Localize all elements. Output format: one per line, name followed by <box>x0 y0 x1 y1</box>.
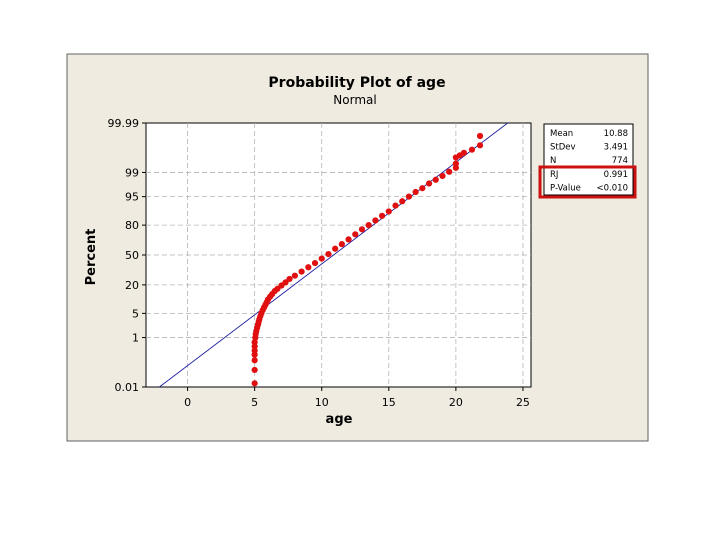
y-tick-label: 99.99 <box>108 117 140 130</box>
y-tick-label: 50 <box>125 249 139 262</box>
x-tick-label: 0 <box>184 396 191 409</box>
chart-subtitle: Normal <box>333 93 376 107</box>
y-tick-label: 0.01 <box>115 381 140 394</box>
y-tick-label: 95 <box>125 191 139 204</box>
data-point <box>291 272 299 279</box>
data-point <box>399 198 406 205</box>
data-point <box>338 241 345 248</box>
y-tick-label: 5 <box>132 307 139 320</box>
stat-value: 3.491 <box>604 143 628 153</box>
y-axis-label: Percent <box>84 229 99 286</box>
data-point <box>352 231 359 238</box>
x-tick-label: 15 <box>382 396 396 409</box>
data-point <box>476 132 484 140</box>
stat-value: 774 <box>612 156 628 166</box>
data-point <box>476 142 484 149</box>
data-point <box>446 168 453 175</box>
chart-title: Probability Plot of age <box>268 75 445 91</box>
data-point <box>311 259 319 267</box>
x-tick-label: 10 <box>315 396 329 409</box>
stats-table-box <box>543 123 634 196</box>
stat-value: <0.010 <box>597 183 628 193</box>
data-point <box>305 264 312 271</box>
data-point <box>358 226 366 233</box>
data-point <box>286 275 293 283</box>
data-point <box>412 188 419 196</box>
y-tick-label: 1 <box>132 332 139 345</box>
y-tick-label: 20 <box>125 279 139 292</box>
stats-table: Mean 10.88 StDev 3.491 N 774 RJ 0.991 P-Value <0.… <box>543 123 634 196</box>
x-tick-label: 20 <box>449 396 463 409</box>
stat-label: RJ <box>550 170 558 180</box>
data-point <box>460 149 468 156</box>
data-point <box>439 172 446 180</box>
x-tick-label: 5 <box>251 396 258 409</box>
stat-label: Mean <box>550 129 573 139</box>
stat-value: 0.991 <box>604 170 628 180</box>
data-point <box>251 357 258 364</box>
y-tick-label: 99 <box>125 166 139 179</box>
data-point <box>405 193 413 200</box>
data-point <box>345 236 352 243</box>
stat-label: P-Value <box>550 183 581 193</box>
stat-label: N <box>550 156 556 166</box>
data-point <box>392 202 399 209</box>
x-axis-label: age <box>326 412 353 427</box>
data-point <box>385 208 392 215</box>
y-tick-label: 80 <box>125 219 139 232</box>
data-point <box>325 251 332 258</box>
data-point <box>372 217 379 224</box>
data-point <box>318 255 325 262</box>
data-points <box>251 132 484 387</box>
data-point <box>419 185 426 192</box>
data-point <box>251 380 258 387</box>
stat-value: 10.88 <box>604 129 628 139</box>
data-point <box>332 245 339 252</box>
data-point <box>452 160 459 167</box>
highlight-box <box>538 165 637 199</box>
fitted-normal-line <box>159 122 508 388</box>
x-tick-label: 25 <box>516 396 530 409</box>
data-point <box>468 146 476 153</box>
data-point <box>365 222 372 229</box>
data-point <box>251 339 258 346</box>
data-point <box>425 180 433 187</box>
data-point <box>378 212 386 219</box>
data-point <box>282 279 289 286</box>
stat-label: StDev <box>550 143 576 153</box>
data-point <box>298 268 305 275</box>
data-point <box>251 366 258 374</box>
data-point <box>251 347 258 354</box>
data-point <box>432 176 439 183</box>
